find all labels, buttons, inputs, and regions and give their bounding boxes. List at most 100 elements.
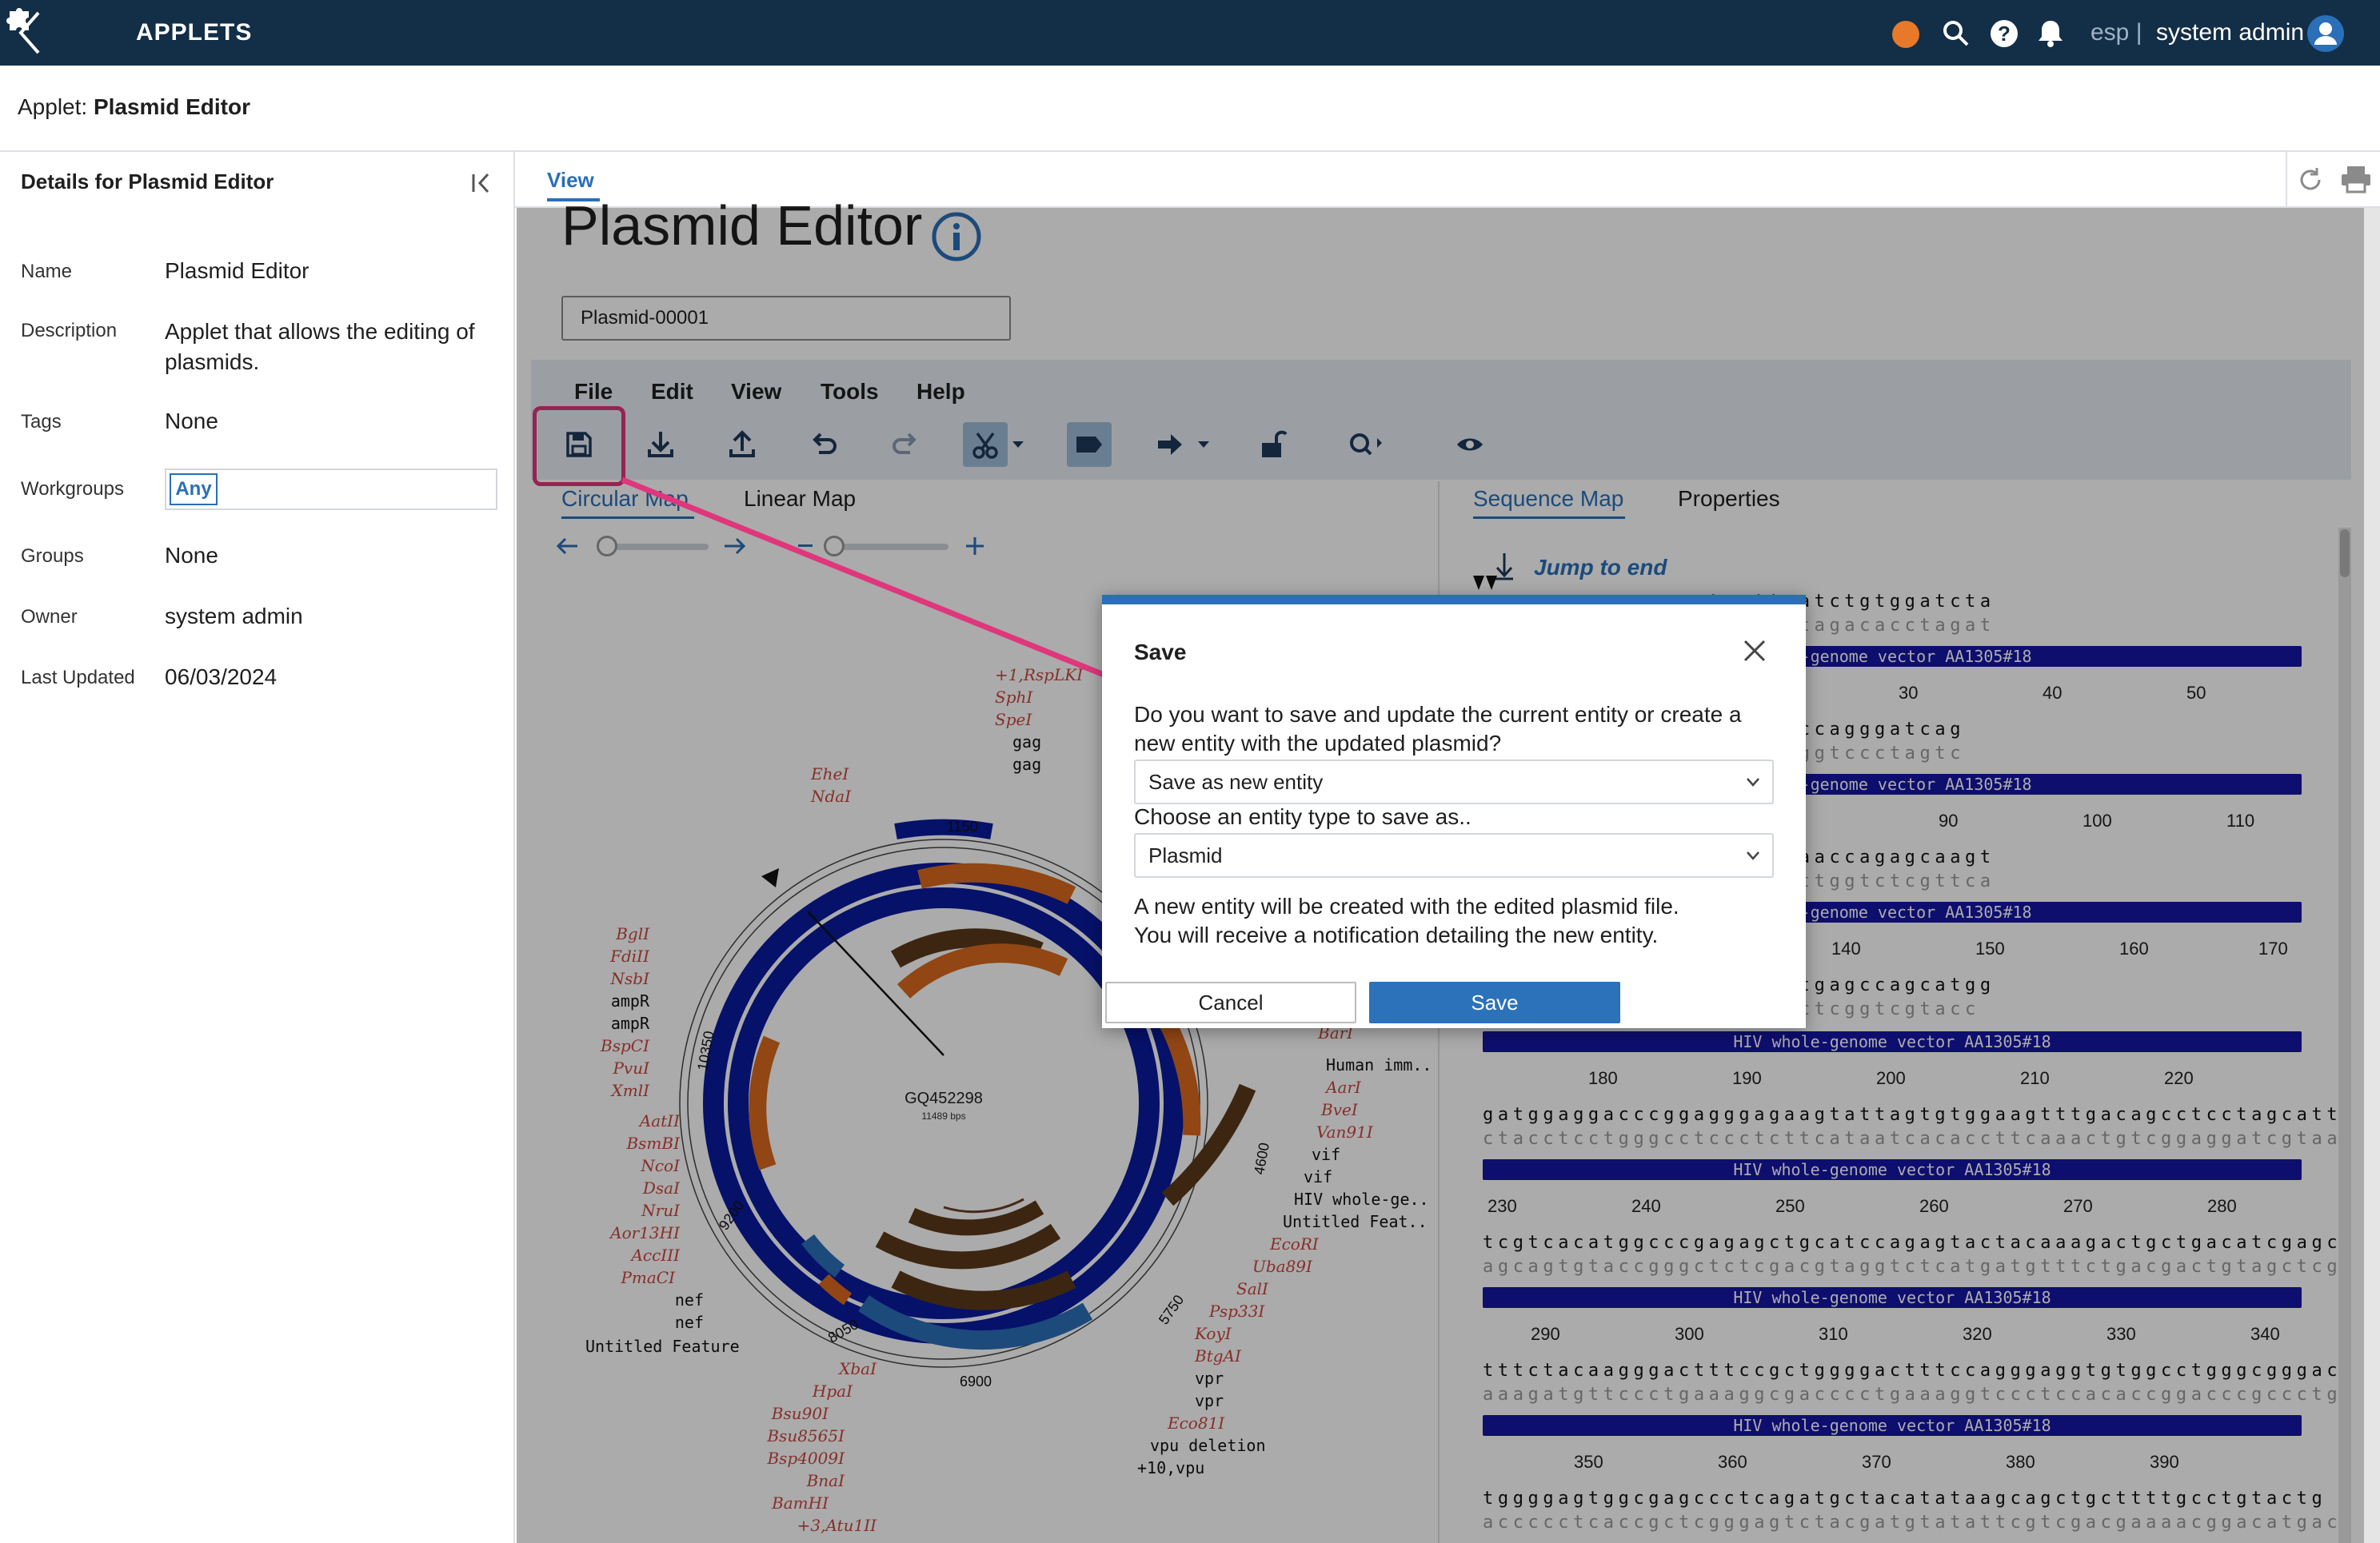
field-label-description: Description xyxy=(21,320,118,341)
enzyme-labels-bottom: XbaI HpaI Bsu90I Bsu8565I Bsp4009I BnaI … xyxy=(704,1358,877,1537)
find-icon[interactable] xyxy=(1340,422,1385,467)
entity-name-field[interactable]: Plasmid-00001 xyxy=(561,296,1011,341)
dialog-title: Save xyxy=(1134,640,1187,664)
enzyme-label: PmaCI xyxy=(621,1268,675,1287)
tick-label: 180 xyxy=(1588,1068,1618,1088)
zoom-in-icon[interactable] xyxy=(963,534,987,558)
circular-map[interactable]: GQ452298 11489 bps 1150 10350 9200 8050 … xyxy=(560,576,1432,1543)
feature-bar[interactable]: HIV whole-genome vector AA1305#18 xyxy=(1483,1159,2302,1180)
seq-top-strand[interactable]: tttctacaagggactttccgctggggactttccagggagg… xyxy=(1483,1361,2342,1381)
refresh-icon[interactable] xyxy=(2297,166,2324,193)
rotate-right-icon[interactable] xyxy=(723,534,747,558)
position-ticks: 230 240 250 260 270 280 xyxy=(1483,1194,2302,1218)
feature-label: Untitled Feature xyxy=(585,1337,740,1356)
enzyme-label: Uba89I xyxy=(1252,1257,1312,1276)
save-mode-value: Save as new entity xyxy=(1148,770,1324,794)
seq-bottom-strand: agcagtgtaccgggctctcgacgtaggtctcatgatgttt… xyxy=(1483,1257,2342,1277)
tab-linear-map[interactable]: Linear Map xyxy=(744,486,857,511)
scissors-icon xyxy=(972,432,998,459)
workgroup-tag[interactable]: Any xyxy=(170,473,218,505)
enzyme-labels-left2: BglI FdiII NsbI ampR ampR BspCI PvuI Xml… xyxy=(592,923,649,1102)
rotate-slider[interactable] xyxy=(597,544,709,550)
feature-label: vpu deletion xyxy=(1150,1436,1266,1455)
seq-top-strand[interactable]: tcgtcacatggcccgagagctgcatccagagtactacaaa… xyxy=(1483,1233,2342,1253)
zoom-out-icon[interactable] xyxy=(798,544,813,547)
status-indicator[interactable] xyxy=(1892,21,1919,48)
language-selector[interactable]: esp | xyxy=(2090,19,2142,46)
seq-bottom-strand: accccctcaccgctcgggagtctacgatgtatattcgtcg… xyxy=(1483,1513,2342,1533)
back-button[interactable] xyxy=(0,0,2380,66)
menu-help[interactable]: Help xyxy=(916,379,965,404)
tab-properties[interactable]: Properties xyxy=(1678,486,1780,511)
caret-down-icon[interactable] xyxy=(1011,438,1025,451)
tab-view-underline xyxy=(547,198,600,201)
panel-actions xyxy=(2286,152,2380,206)
redo-icon[interactable] xyxy=(883,422,928,467)
eye-icon[interactable] xyxy=(1448,422,1492,467)
enzyme-label: BnaI xyxy=(806,1471,845,1490)
tab-view[interactable]: View xyxy=(547,168,594,192)
cancel-button[interactable]: Cancel xyxy=(1105,982,1356,1023)
save-button[interactable]: Save xyxy=(1369,982,1620,1023)
undo-icon[interactable] xyxy=(801,422,846,467)
cursor-marker-icon xyxy=(1473,576,1497,590)
save-icon[interactable] xyxy=(557,422,601,467)
applet-header-prefix: Applet: xyxy=(18,94,88,119)
save-highlight-box xyxy=(533,406,625,486)
help-icon[interactable]: ? xyxy=(1990,19,2019,48)
enzyme-label: +1,RspLKI xyxy=(995,665,1084,684)
enzyme-label: Bsp4009I xyxy=(767,1449,845,1468)
user-icon[interactable] xyxy=(2306,14,2345,53)
seq-top-strand[interactable]: gatggaggacccggagggagaagtattagtgtggaagttt… xyxy=(1483,1105,2342,1125)
upload-icon[interactable] xyxy=(720,422,765,467)
sequence-scrollbar-thumb[interactable] xyxy=(2340,529,2350,577)
enzyme-label: Psp33I xyxy=(1209,1302,1265,1321)
svg-text:?: ? xyxy=(1998,22,2011,46)
dialog-info-line1: A new entity will be created with the ed… xyxy=(1134,894,1679,919)
save-mode-select[interactable]: Save as new entity xyxy=(1134,760,1774,804)
feature-bar[interactable]: HIV whole-genome vector AA1305#18 xyxy=(1483,1287,2302,1308)
rotate-slider-handle[interactable] xyxy=(597,536,617,556)
zoom-slider-handle[interactable] xyxy=(824,536,845,556)
tick-label: 320 xyxy=(1963,1324,1992,1344)
feature-bar[interactable]: HIV whole-genome vector AA1305#18 xyxy=(1483,1031,2302,1052)
enzyme-labels-left4: AatII BsmBI NcoI DsaI NruI Aor13HI AccII… xyxy=(576,1110,680,1289)
unlock-icon[interactable] xyxy=(1251,422,1296,467)
search-icon[interactable] xyxy=(1942,19,1971,48)
enzyme-label: BamHI xyxy=(772,1493,829,1513)
arrow-right-icon[interactable] xyxy=(1148,422,1193,467)
menu-tools[interactable]: Tools xyxy=(821,379,879,404)
menu-view[interactable]: View xyxy=(731,379,782,404)
print-icon[interactable] xyxy=(2340,165,2372,193)
tab-sequence-map[interactable]: Sequence Map xyxy=(1473,486,1624,511)
ring-label: 1150 xyxy=(947,819,978,835)
collapse-panel-icon[interactable] xyxy=(470,171,494,195)
jump-to-end-link[interactable]: Jump to end xyxy=(1534,555,1667,580)
menu-edit[interactable]: Edit xyxy=(651,379,693,404)
sequence-scrollbar[interactable] xyxy=(2338,528,2351,1543)
workgroups-field[interactable] xyxy=(165,468,497,510)
entity-type-label: Choose an entity type to save as.. xyxy=(1134,804,1472,829)
rotate-left-icon[interactable] xyxy=(555,534,579,558)
feature-label: Human imm.. xyxy=(1326,1055,1432,1075)
enzyme-label: NdaI xyxy=(811,787,852,806)
dialog-info-line2: You will receive a notification detailin… xyxy=(1134,923,1659,947)
field-value-last-updated: 06/03/2024 xyxy=(165,664,278,689)
download-icon[interactable] xyxy=(638,422,683,467)
user-name[interactable]: system admin xyxy=(2156,19,2305,46)
zoom-slider[interactable] xyxy=(824,544,948,550)
bell-icon[interactable] xyxy=(2036,18,2065,48)
jump-to-end-icon[interactable] xyxy=(1492,552,1516,580)
feature-bar[interactable]: HIV whole-genome vector AA1305#18 xyxy=(1483,1415,2302,1436)
menu-file[interactable]: File xyxy=(574,379,613,404)
caret-down-icon[interactable] xyxy=(1196,438,1211,451)
position-ticks: 90 100 110 xyxy=(1483,809,2302,833)
entity-type-select[interactable]: Plasmid xyxy=(1134,833,1774,878)
tick-label: 100 xyxy=(2082,811,2112,831)
feature-label: ampR xyxy=(610,1014,649,1033)
main-scrollbar[interactable] xyxy=(2364,208,2380,1543)
seq-top-strand[interactable]: tggggagtggcgagccctcagatgctacatataagcagct… xyxy=(1483,1489,2327,1509)
close-icon[interactable] xyxy=(1740,636,1769,665)
info-icon[interactable] xyxy=(931,211,982,262)
tick-label: 370 xyxy=(1862,1452,1891,1472)
